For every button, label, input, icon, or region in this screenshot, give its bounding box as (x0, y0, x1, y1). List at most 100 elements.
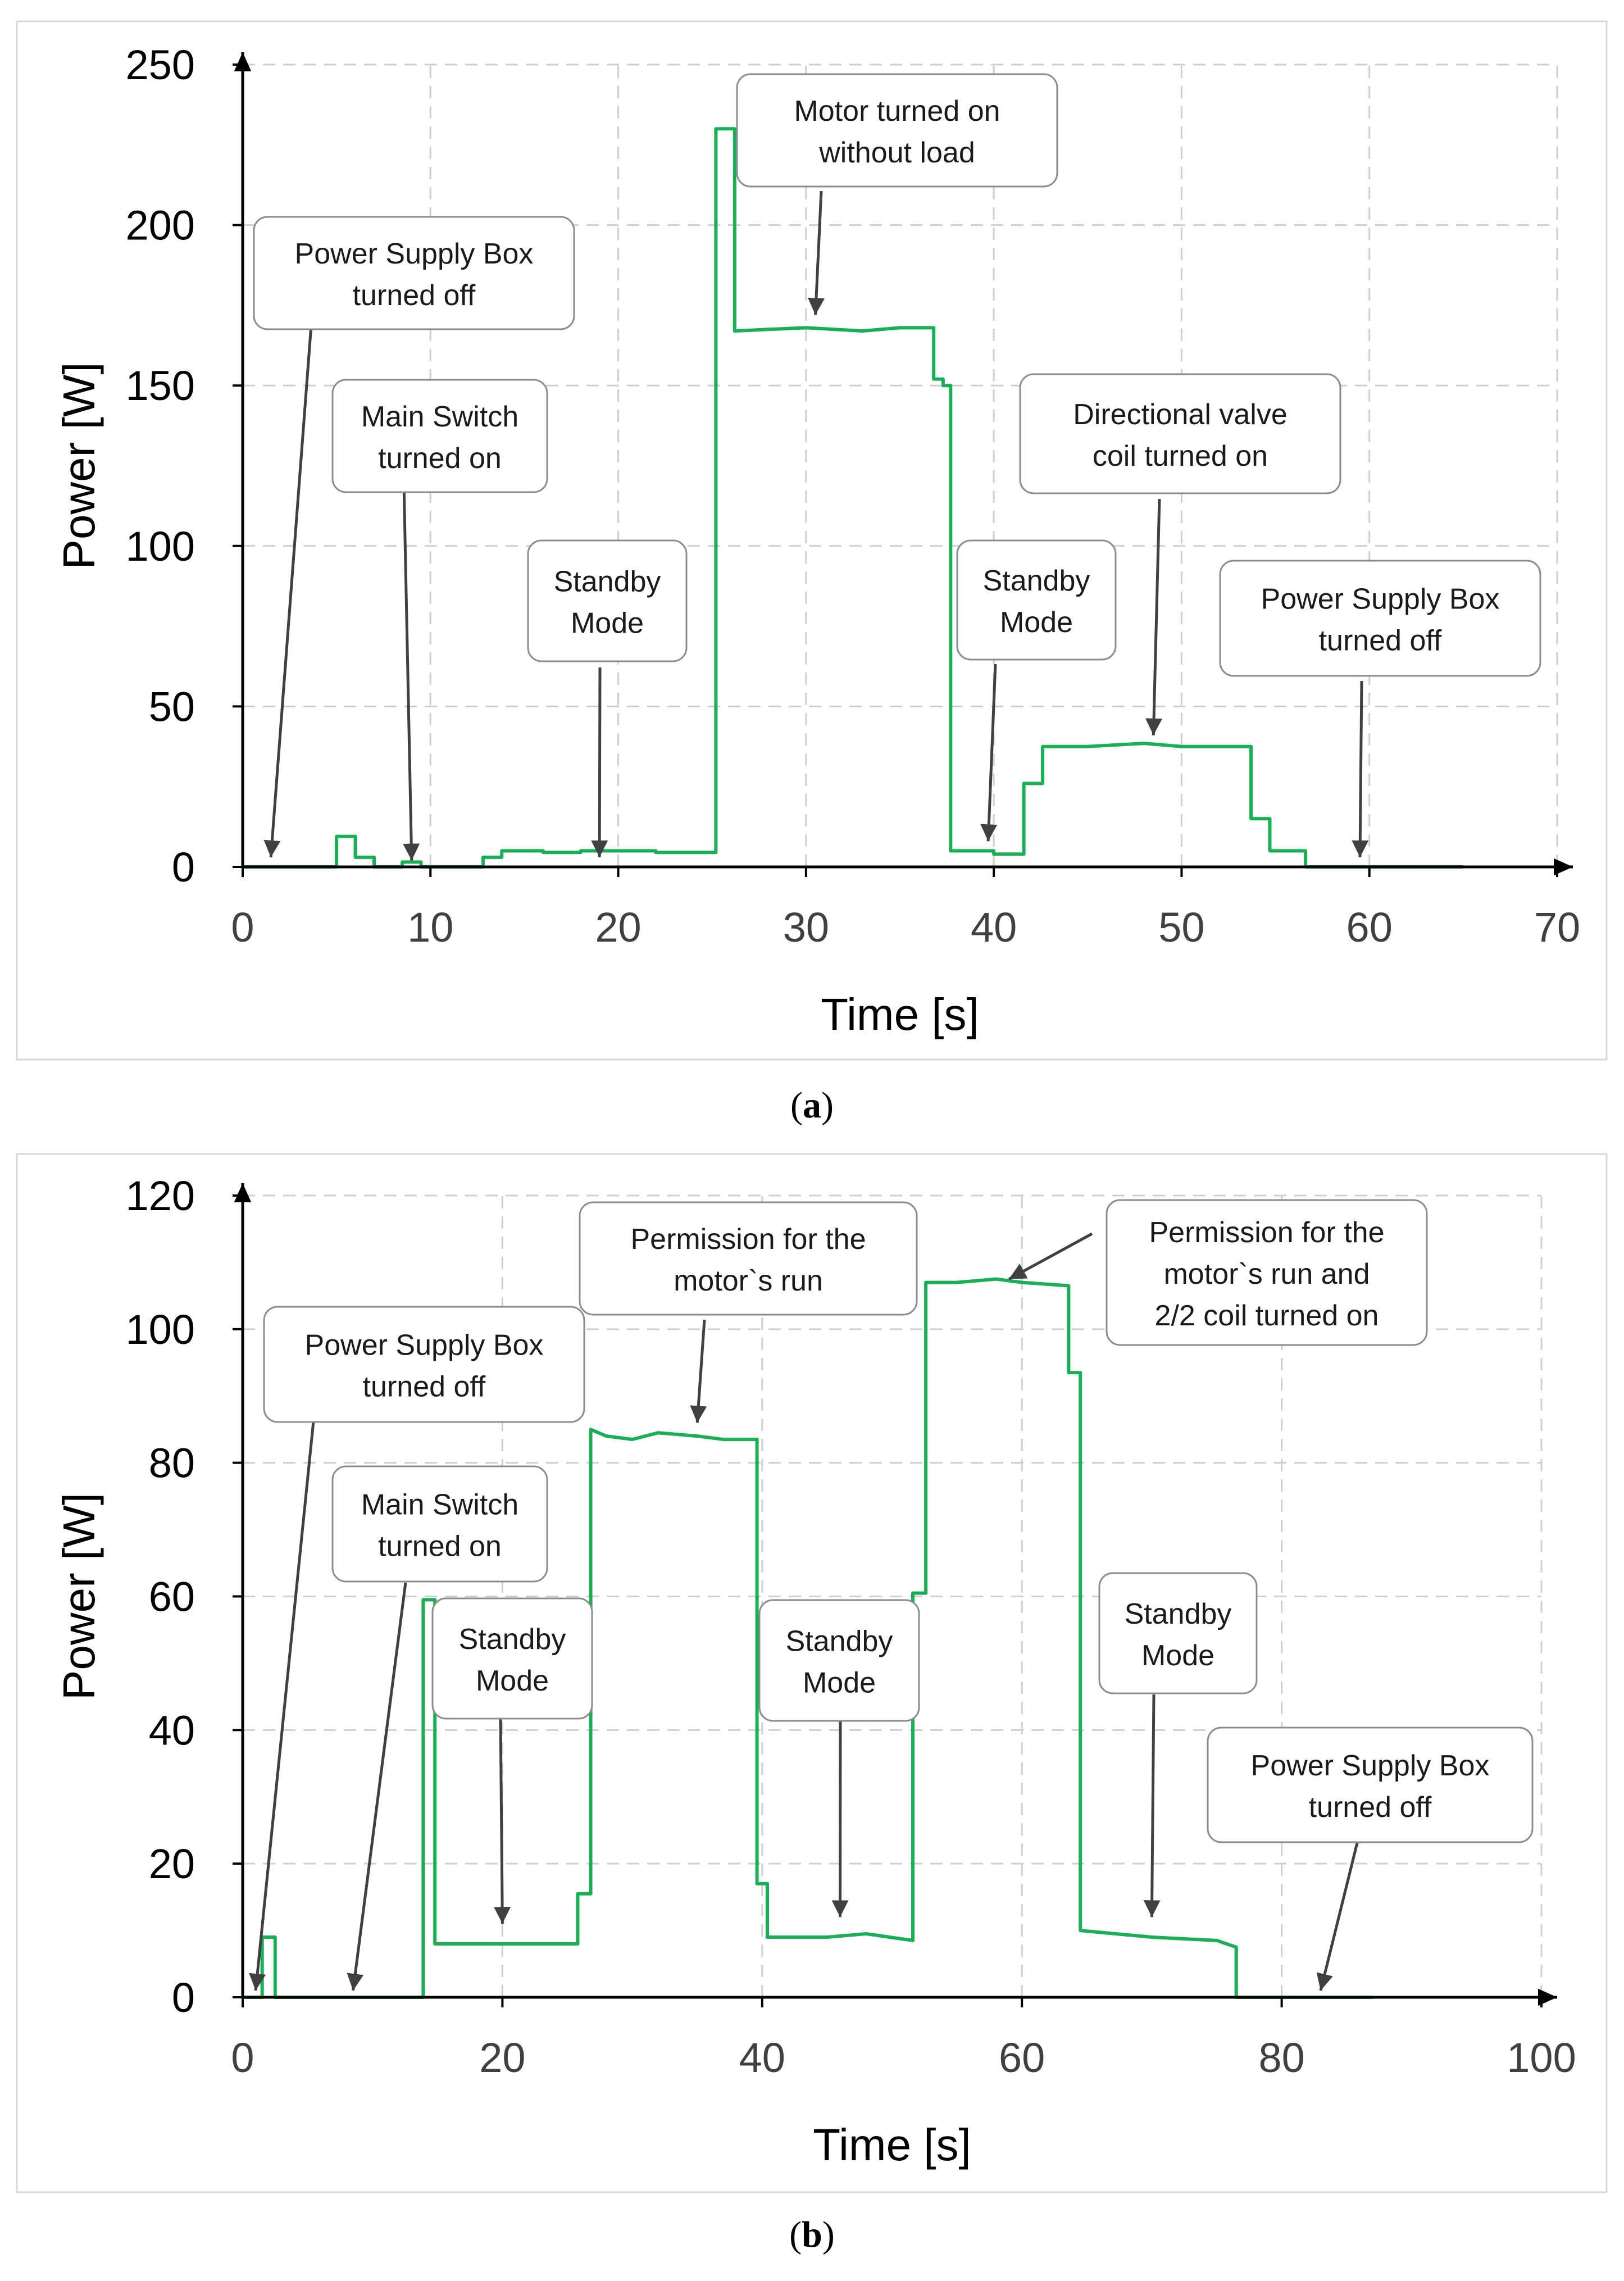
chart-a-annotation-3-text: Motor turned on without load (794, 95, 1000, 169)
chart-a-annotation-1-text: Main Switch turned on (361, 401, 518, 475)
chart-a-annotation-0-line-0: Power Supply Box (295, 238, 534, 270)
chart-b-annotation-7-arrow (1316, 1833, 1361, 1991)
chart-a-annotation-0-line-1: turned off (353, 279, 476, 312)
chart-b: 0 20 40 60 80 100 0 20 40 60 80 100 120 Time [s] Power… (16, 1153, 1608, 2193)
chart-b-annotation-0-text: Power Supply Box turned off (305, 1329, 544, 1403)
chart-b-annotation-3-box (579, 1201, 918, 1316)
chart-b-annotation-1-arrow (347, 1582, 407, 1991)
chart-b-x-axis-label: Time [s] (813, 2120, 971, 2170)
chart-b-series-0-line (243, 1277, 1373, 1999)
chart-a-annotation-0-text: Power Supply Box turned off (295, 238, 534, 312)
chart-b-annotation-7-line-0: Power Supply Box (1251, 1750, 1490, 1782)
chart-a-x-tick-label-1: 10 (407, 904, 453, 951)
caption-b-prefix: ( (789, 2214, 802, 2255)
caption-a-prefix: ( (790, 1085, 803, 1126)
chart-a-x-tick-label-3: 30 (783, 904, 829, 951)
chart-a-frame (16, 20, 1608, 1061)
chart-b-annotation-6-text: Standby Mode (1125, 1598, 1232, 1672)
chart-b-annotation-3-text: Permission for the motor`s run (630, 1223, 866, 1297)
chart-a-annotation-6-line-1: turned off (1319, 625, 1442, 657)
caption-a-letter: a (803, 1085, 821, 1126)
caption-a: (a) (0, 1084, 1624, 1127)
chart-b-annotation-4-box (758, 1599, 920, 1722)
chart-b-annotation-5-line-1: motor`s run and (1163, 1258, 1370, 1291)
chart-a-annotation-2-line-0: Standby (554, 566, 661, 598)
chart-b-annotation-7-line-1: turned off (1309, 1791, 1432, 1824)
chart-a-annotation-6-arrow (1352, 680, 1369, 857)
chart-a: 0 10 20 30 40 50 60 70 0 50 100 150 200 250 Time [s] Po… (16, 20, 1608, 1061)
chart-b-x-tick-label-3: 60 (999, 2034, 1045, 2081)
chart-a-annotation-2-text: Standby Mode (554, 566, 661, 640)
chart-b-annotation-1-text: Main Switch turned on (361, 1489, 518, 1563)
chart-b-annotation-4-text: Standby Mode (786, 1625, 893, 1700)
chart-a-annotation-2-line-1: Mode (571, 607, 644, 640)
chart-b-x-tick-label-1: 20 (479, 2034, 525, 2081)
chart-a-annotation-4-text: Standby Mode (983, 565, 1090, 639)
chart-a-annotation-4-line-1: Mode (1000, 606, 1073, 639)
chart-b-annotation-6-box (1098, 1572, 1258, 1694)
chart-a-annotation-2-box (527, 539, 688, 662)
chart-b-annotation-6-line-1: Mode (1141, 1639, 1214, 1672)
chart-b-annotation-0-line-0: Power Supply Box (305, 1329, 544, 1362)
chart-b-annotation-7-text: Power Supply Box turned off (1251, 1750, 1490, 1824)
chart-b-annotation-2-line-1: Mode (476, 1665, 549, 1697)
chart-b-y-tick-label-5: 100 (126, 1306, 195, 1353)
chart-a-y-axis-label: Power [W] (54, 362, 104, 570)
chart-a-x-tick-label-5: 50 (1158, 904, 1204, 951)
chart-a-annotation-1-line-0: Main Switch (361, 401, 518, 433)
chart-a-y-tick-label-4: 200 (126, 202, 195, 249)
chart-b-annotation-2-line-0: Standby (459, 1623, 566, 1656)
caption-b-suffix: ) (822, 2214, 835, 2255)
chart-b-y-tick-label-6: 120 (126, 1173, 195, 1219)
chart-a-y-tick-label-0: 0 (172, 844, 195, 890)
chart-a-annotation-0-box (253, 216, 575, 330)
chart-b-y-axis-label: Power [W] (54, 1493, 104, 1700)
caption-a-suffix: ) (821, 1085, 834, 1126)
chart-b-annotation-7-box (1207, 1726, 1534, 1843)
chart-b-annotation-4-line-1: Mode (803, 1667, 876, 1700)
chart-b-annotation-3-arrow (690, 1319, 707, 1423)
chart-b-annotation-0-box (263, 1306, 585, 1423)
chart-b-annotation-0-arrow (249, 1421, 315, 1991)
chart-b-annotation-3-line-1: motor`s run (674, 1265, 823, 1297)
chart-b-y-tick-label-0: 0 (172, 1974, 195, 2021)
chart-b-annotation-5-line-0: Permission for the (1149, 1216, 1384, 1249)
chart-b-annotation-5-text: Permission for the motor`s run and 2/2 coi… (1149, 1216, 1384, 1332)
chart-a-annotation-3-arrow (808, 190, 825, 315)
chart-a-x-tick-label-6: 60 (1346, 904, 1393, 951)
chart-b-y-tick-label-3: 60 (149, 1574, 195, 1620)
chart-a-y-tick-label-3: 150 (126, 362, 195, 409)
chart-b-annotation-2-box (431, 1597, 593, 1720)
chart-a-annotation-1-box (331, 379, 548, 493)
chart-a-annotation-5-line-0: Directional valve (1073, 398, 1288, 431)
chart-b-annotation-4-line-0: Standby (786, 1625, 893, 1658)
chart-a-x-tick-label-4: 40 (971, 904, 1017, 951)
caption-b-letter: b (802, 2214, 822, 2255)
chart-b-y-tick-label-1: 20 (149, 1841, 195, 1887)
chart-a-annotation-4-arrow (980, 664, 998, 842)
chart-a-annotation-6-box (1219, 560, 1541, 677)
chart-a-annotation-5-text: Directional valve coil turned on (1073, 398, 1288, 472)
chart-a-annotation-1-line-1: turned on (378, 442, 502, 475)
chart-a-annotation-4-line-0: Standby (983, 565, 1090, 597)
chart-b-annotation-2-arrow (494, 1719, 511, 1924)
chart-b-annotation-0-line-1: turned off (363, 1371, 486, 1403)
chart-a-series-0-line (243, 127, 1463, 869)
chart-a-annotation-5-arrow (1145, 498, 1163, 735)
chart-a-annotation-5-line-1: coil turned on (1093, 440, 1268, 472)
chart-a-x-tick-label-0: 0 (231, 904, 254, 951)
chart-a-x-tick-label-7: 70 (1534, 904, 1580, 951)
chart-a-annotation-4-box (956, 539, 1117, 661)
chart-a-annotation-3-line-0: Motor turned on (794, 95, 1000, 128)
chart-a-x-tick-label-2: 20 (595, 904, 641, 951)
chart-a-annotation-6-line-0: Power Supply Box (1261, 583, 1500, 616)
chart-a-annotation-0-arrow (263, 295, 315, 858)
chart-b-y-tick-label-4: 80 (149, 1440, 195, 1487)
chart-a-annotation-3-box (736, 73, 1058, 188)
chart-b-annotation-6-line-0: Standby (1125, 1598, 1232, 1630)
chart-a-annotation-1-arrow (402, 455, 420, 861)
chart-a-annotation-3-line-1: without load (818, 137, 975, 169)
chart-a-y-tick-label-5: 250 (126, 42, 195, 88)
chart-b-annotation-5-box (1106, 1199, 1428, 1346)
chart-a-annotation-2-arrow (591, 667, 608, 857)
